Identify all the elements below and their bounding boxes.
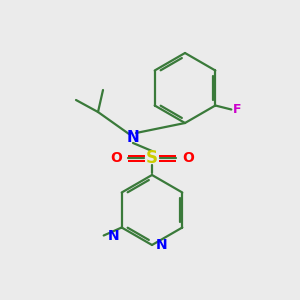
Text: O: O [110,151,122,165]
Text: S: S [146,149,158,167]
Text: N: N [127,130,140,146]
Text: O: O [182,151,194,165]
Text: N: N [108,230,120,244]
Text: N: N [156,238,168,252]
Text: F: F [233,103,242,116]
